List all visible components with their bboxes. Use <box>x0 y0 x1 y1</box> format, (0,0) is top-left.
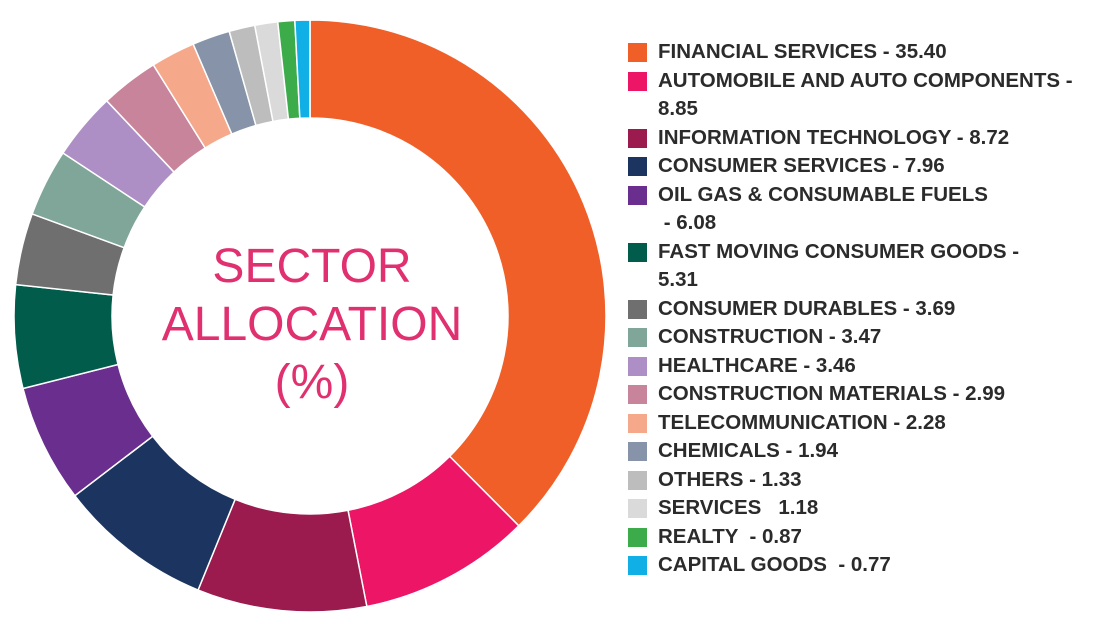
legend-swatch <box>628 356 647 376</box>
legend-item: CONSTRUCTION - 3.47 <box>628 323 1106 352</box>
chart-title-line-2: ALLOCATION <box>161 298 463 351</box>
legend-label: SERVICES 1.18 <box>658 496 819 519</box>
legend-swatch <box>628 527 647 547</box>
legend-item: SERVICES 1.18 <box>628 494 1106 523</box>
legend-label: 8.85 <box>658 97 698 120</box>
legend-swatch <box>628 385 647 404</box>
donut-slice-15 <box>294 19 311 120</box>
legend-label: HEALTHCARE - 3.46 <box>658 353 856 377</box>
donut-chart <box>13 19 607 613</box>
chart-title-line-1: SECTOR <box>212 240 412 293</box>
legend-label: CONSUMER SERVICES - 7.96 <box>658 154 945 177</box>
legend-swatch <box>628 71 647 91</box>
legend-label: 5.31 <box>658 268 698 291</box>
legend-label: CONSTRUCTION MATERIALS - 2.99 <box>658 382 1005 405</box>
legend-item: INFORMATION TECHNOLOGY - 8.72 <box>628 124 1106 153</box>
legend-swatch <box>628 328 647 347</box>
legend-item: FINANCIAL SERVICES - 35.40 <box>628 38 1106 67</box>
legend-label: FAST MOVING CONSUMER GOODS - <box>658 239 1020 263</box>
legend-item: REALTY - 0.87 <box>628 523 1106 552</box>
legend-swatch <box>628 299 647 319</box>
chart-title-line-3: (%) <box>274 356 350 409</box>
legend-label: AUTOMOBILE AND AUTO COMPONENTS - <box>658 68 1073 92</box>
legend-swatch <box>628 43 647 62</box>
legend-swatch <box>628 157 647 176</box>
legend-label: INFORMATION TECHNOLOGY - 8.72 <box>658 125 1010 149</box>
legend-item: FAST MOVING CONSUMER GOODS - 5.31 <box>628 238 1106 295</box>
legend-swatch <box>628 128 647 148</box>
legend-label: CONSUMER DURABLES - 3.69 <box>658 296 956 320</box>
legend-item: OIL GAS & CONSUMABLE FUELS - 6.08 <box>628 181 1106 238</box>
legend-label: CONSTRUCTION - 3.47 <box>658 325 882 348</box>
legend-item: CONSUMER SERVICES - 7.96 <box>628 152 1106 181</box>
legend-swatch <box>628 413 647 433</box>
legend-swatch <box>628 470 647 490</box>
legend-item: HEALTHCARE - 3.46 <box>628 352 1106 381</box>
legend-swatch <box>628 499 647 518</box>
legend-swatch <box>628 242 647 262</box>
legend-label: FINANCIAL SERVICES - 35.40 <box>658 40 947 63</box>
chart-legend: FINANCIAL SERVICES - 35.40 AUTOMOBILE AND… <box>628 38 1106 580</box>
legend-label: - 6.08 <box>658 211 717 234</box>
legend-label: CHEMICALS - 1.94 <box>658 439 838 462</box>
legend-swatch <box>628 185 647 205</box>
chart-title: SECTOR ALLOCATION (%) <box>126 238 498 412</box>
legend-label: OTHERS - 1.33 <box>658 467 802 491</box>
legend-item: TELECOMMUNICATION - 2.28 <box>628 409 1106 438</box>
legend-item: CONSTRUCTION MATERIALS - 2.99 <box>628 380 1106 409</box>
legend-item: CHEMICALS - 1.94 <box>628 437 1106 466</box>
legend-item: CONSUMER DURABLES - 3.69 <box>628 295 1106 324</box>
legend-swatch <box>628 556 647 575</box>
legend-label: REALTY - 0.87 <box>658 524 802 548</box>
donut-slice-0 <box>309 19 607 527</box>
legend-label: OIL GAS & CONSUMABLE FUELS <box>658 182 988 206</box>
legend-item: CAPITAL GOODS - 0.77 <box>628 551 1106 580</box>
legend-label: CAPITAL GOODS - 0.77 <box>658 553 891 576</box>
legend-item: AUTOMOBILE AND AUTO COMPONENTS - 8.85 <box>628 67 1106 124</box>
legend-label: TELECOMMUNICATION - 2.28 <box>658 410 946 434</box>
legend-item: OTHERS - 1.33 <box>628 466 1106 495</box>
legend-swatch <box>628 442 647 461</box>
